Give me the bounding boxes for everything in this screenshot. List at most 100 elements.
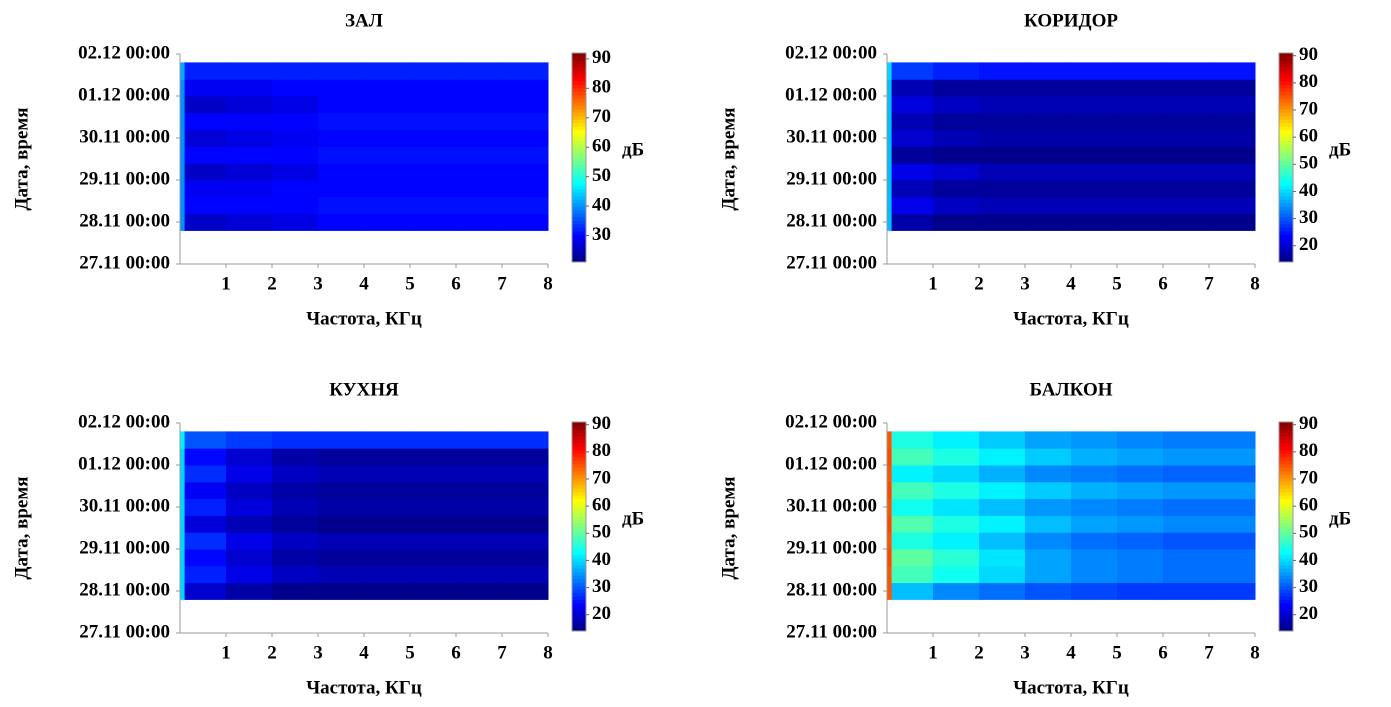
heatmap-cell	[933, 129, 980, 147]
colorbar-segment	[1279, 624, 1293, 629]
colorbar-segment	[572, 122, 586, 127]
heatmap-cell	[318, 180, 365, 198]
colorbar-segment	[1279, 439, 1293, 444]
heatmap-cell	[979, 79, 1026, 97]
colorbar-segment	[1279, 592, 1293, 597]
colorbar-segment	[1279, 540, 1293, 545]
heatmap-cell	[979, 129, 1026, 147]
x-tick-label: 2	[974, 642, 984, 663]
heatmap-cell	[184, 213, 227, 231]
heatmap-cell	[364, 549, 411, 567]
colorbar-tick-label: 80	[592, 440, 611, 461]
heatmap-cell	[1209, 79, 1256, 97]
heatmap-cell	[887, 163, 893, 181]
x-tick-label: 8	[543, 642, 553, 663]
heatmap-cell	[272, 180, 319, 198]
heatmap-cell	[1163, 498, 1210, 516]
heatmap-cell	[1025, 79, 1072, 97]
colorbar-segment	[572, 119, 586, 124]
colorbar-segment	[572, 234, 586, 239]
heatmap-cell	[1025, 196, 1072, 215]
x-tick-label: 5	[1112, 642, 1122, 663]
heatmap-cell	[502, 129, 549, 147]
heatmap-cell	[1117, 146, 1164, 164]
y-tick-label: 29.11 00:00	[786, 168, 877, 189]
heatmap-cell	[410, 465, 457, 483]
heatmap-cell	[410, 549, 457, 567]
heatmap-cell	[891, 146, 934, 164]
heatmap-cell	[180, 465, 186, 483]
heatmap-cell	[456, 481, 503, 500]
heatmap-cell	[1071, 481, 1118, 500]
heatmap-cell	[226, 431, 273, 449]
colorbar-segment	[1279, 178, 1293, 183]
heatmap-cell	[410, 129, 457, 147]
heatmap-cell	[456, 96, 503, 114]
heatmap-cell	[1117, 532, 1164, 550]
heatmap-cell	[1025, 163, 1072, 181]
y-tick-label: 27.11 00:00	[786, 252, 877, 273]
heatmap-cell	[410, 448, 457, 466]
colorbar-segment	[1279, 470, 1293, 475]
heatmap-cell	[1025, 62, 1072, 80]
heatmap-cell	[272, 146, 319, 164]
colorbar-segment	[1279, 244, 1293, 249]
heatmap-cell	[410, 582, 457, 600]
heatmap-cell	[933, 163, 980, 181]
y-tick-label: 01.12 00:00	[78, 453, 170, 474]
colorbar-segment	[572, 502, 586, 507]
heatmap-cell	[1163, 213, 1210, 231]
heatmap-cell	[318, 515, 365, 533]
colorbar-segment	[572, 77, 586, 82]
colorbar-segment	[572, 53, 586, 57]
heatmap-cell	[318, 112, 365, 131]
x-axis-label: Частота, КГц	[306, 308, 422, 329]
colorbar-segment	[1279, 94, 1293, 99]
heatmap-cell	[410, 112, 457, 131]
heatmap-cell	[1071, 79, 1118, 97]
heatmap-cell	[226, 180, 273, 198]
y-tick-label: 28.11 00:00	[786, 579, 877, 600]
colorbar-segment	[1279, 425, 1293, 430]
y-tick-label: 27.11 00:00	[79, 252, 170, 273]
heatmap-cell	[891, 129, 934, 147]
heatmap-cell	[226, 582, 273, 600]
heatmap-cell	[364, 180, 411, 198]
heatmap-cell	[1117, 180, 1164, 198]
colorbar-tick-label: 70	[592, 467, 611, 488]
heatmap-cell	[1025, 532, 1072, 550]
y-tick-label: 30.11 00:00	[786, 126, 877, 147]
heatmap-cell	[1209, 129, 1256, 147]
heatmap-cell	[364, 448, 411, 466]
colorbar-segment	[1279, 119, 1293, 124]
x-tick-label: 3	[313, 273, 323, 294]
y-axis-label: Дата, время	[11, 107, 32, 210]
colorbar-segment	[572, 140, 586, 145]
heatmap-cell	[933, 196, 980, 215]
heatmap-cell	[887, 565, 893, 584]
heatmap-cell	[184, 532, 227, 550]
x-axis-label: Частота, КГц	[306, 677, 422, 698]
heatmap-cell	[979, 515, 1026, 533]
colorbar-label: дБ	[622, 139, 644, 160]
heatmap-cell	[1071, 431, 1118, 449]
colorbar-segment	[572, 550, 586, 555]
colorbar-tick-label: 80	[1299, 440, 1318, 461]
y-tick-label: 30.11 00:00	[79, 495, 170, 516]
colorbar-segment	[572, 568, 586, 573]
x-tick-label: 6	[451, 642, 461, 663]
heatmap-cell	[887, 79, 893, 97]
heatmap-cell	[272, 465, 319, 483]
heatmap-cell	[226, 515, 273, 533]
heatmap-cell	[272, 549, 319, 567]
heatmap-cell	[1117, 549, 1164, 567]
colorbar-segment	[572, 557, 586, 562]
heatmap-cell	[1071, 163, 1118, 181]
heatmap-cell	[1117, 196, 1164, 215]
colorbar-segment	[1279, 575, 1293, 580]
colorbar-segment	[572, 481, 586, 486]
heatmap-cell	[979, 582, 1026, 600]
colorbar-segment	[572, 157, 586, 162]
colorbar-tick-label: 50	[1299, 153, 1318, 174]
colorbar-segment	[572, 80, 586, 85]
